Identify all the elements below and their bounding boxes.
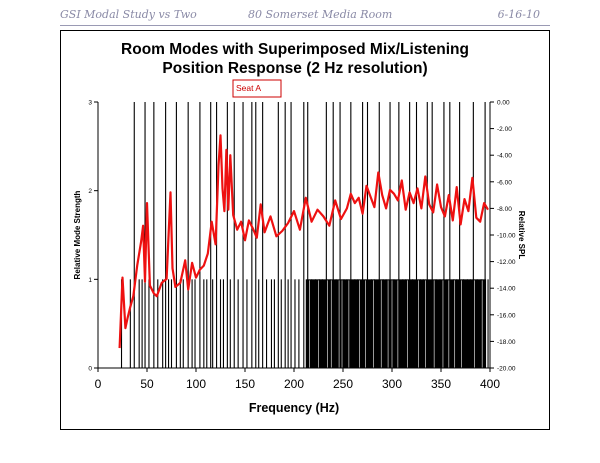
y-axis-label: Relative Mode Strength <box>73 190 82 279</box>
y2-tick-label-0: 0.00 <box>497 100 510 107</box>
mode-stems <box>120 102 489 368</box>
y-tick-label-3: 3 <box>88 100 92 107</box>
header-rule <box>60 25 550 26</box>
chart-title-line-2: Position Response (2 Hz resolution) <box>162 60 427 77</box>
legend-box <box>232 79 282 98</box>
x-tick-label-7: 350 <box>431 377 451 391</box>
x-tick-label-0: 0 <box>95 377 102 391</box>
x-tick-label-4: 200 <box>284 377 304 391</box>
y2-tick-label-8: -16.00 <box>497 312 516 319</box>
y2-tick-label-7: -14.00 <box>497 286 516 293</box>
legend-entry-seat-a: Seat A <box>236 83 261 93</box>
header-right-text: 6-16-10 <box>497 8 540 21</box>
y-tick-label-0: 0 <box>88 366 92 373</box>
header-left-text: GSI Modal Study vs Two <box>60 8 197 21</box>
y2-tick-label-4: -8.00 <box>497 206 512 213</box>
y2-tick-label-2: -4.00 <box>497 153 512 160</box>
header-center-text: 80 Somerset Media Room <box>248 8 393 21</box>
axis-ticks: 0 50 100 150 200 250 300 350 400 0 1 2 3 0.00 -2.00 -4.… <box>88 100 515 392</box>
x-tick-label-3: 150 <box>235 377 255 391</box>
seat-a-response-line <box>118 134 489 349</box>
dense-mode-block <box>305 279 487 368</box>
y-tick-label-1: 1 <box>88 277 92 284</box>
x-tick-label-2: 100 <box>186 377 206 391</box>
x-tick-label-5: 250 <box>333 377 353 391</box>
y-tick-label-2: 2 <box>88 188 92 195</box>
x-tick-label-1: 50 <box>140 377 154 391</box>
y2-tick-label-5: -10.00 <box>497 233 516 240</box>
y2-tick-label-10: -20.00 <box>497 366 516 373</box>
y2-tick-label-3: -6.00 <box>497 179 512 186</box>
y2-tick-label-9: -18.00 <box>497 339 516 346</box>
x-tick-label-8: 400 <box>480 377 500 391</box>
x-tick-label-6: 300 <box>382 377 402 391</box>
chart-title-line-1: Room Modes with Superimposed Mix/Listeni… <box>121 41 469 58</box>
y2-axis-label: Relative SPL <box>517 211 526 260</box>
y2-tick-label-1: -2.00 <box>497 126 512 133</box>
y2-tick-label-6: -12.00 <box>497 259 516 266</box>
x-axis-label: Frequency (Hz) <box>249 401 339 415</box>
